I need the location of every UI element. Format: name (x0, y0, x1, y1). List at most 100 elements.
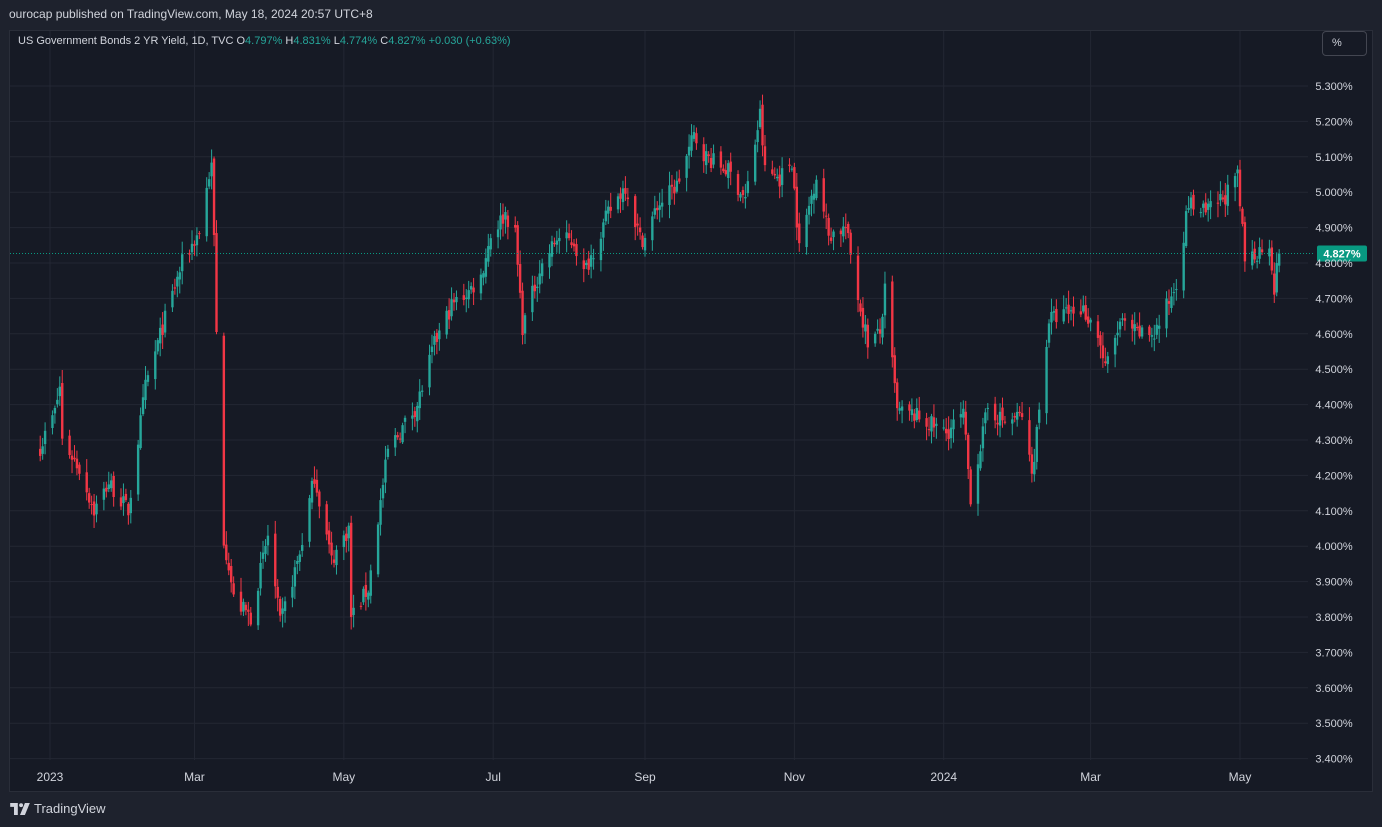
candle-body (420, 390, 424, 392)
candle-body (927, 429, 931, 431)
candle-body (1018, 411, 1021, 414)
candle-body (641, 235, 644, 248)
symbol-legend: US Government Bonds 2 YR Yield, 1D, TVC … (18, 35, 511, 47)
candle-body (847, 223, 850, 234)
brand-name: TradingView (34, 801, 106, 816)
y-tick-label: 4.000% (1315, 541, 1353, 553)
candle-body (1260, 249, 1264, 253)
candle-body (771, 169, 774, 174)
candle-body (484, 258, 488, 277)
candle-body (122, 496, 125, 504)
candle-body (41, 446, 44, 454)
candle-body (599, 238, 603, 261)
candle-body (967, 434, 970, 470)
candle-body (898, 408, 901, 411)
candle-body (1079, 311, 1083, 315)
candle-body (188, 252, 191, 255)
candle-body (1118, 321, 1122, 330)
candle-body (572, 243, 576, 247)
candle-body (553, 242, 556, 245)
candle-body (952, 419, 955, 430)
candle-body (401, 425, 404, 443)
x-tick-label: Mar (184, 770, 205, 784)
candle-body (1275, 263, 1278, 293)
candle-body (658, 205, 661, 210)
candle-body (435, 332, 439, 342)
candle-body (298, 554, 301, 562)
candle-body (516, 225, 519, 265)
candle-body (570, 242, 573, 246)
y-tick-label: 3.700% (1315, 647, 1353, 659)
candle-body (396, 435, 399, 438)
candle-body (1089, 319, 1092, 323)
candle-body (815, 179, 818, 199)
symbol-name: US Government Bonds 2 YR Yield, 1D, TVC (18, 35, 234, 47)
candle-body (1013, 415, 1016, 418)
candle-body (587, 258, 590, 270)
candle-body (212, 158, 216, 236)
candle-body (976, 464, 980, 504)
candle-body (758, 108, 762, 128)
candle-body (856, 255, 860, 301)
candle-body (70, 455, 74, 460)
y-tick-label: 5.000% (1315, 187, 1353, 199)
candle-body (1121, 318, 1124, 320)
candle-body (864, 324, 867, 332)
candle-body (881, 316, 884, 338)
candle-body (727, 163, 730, 179)
candle-body (1209, 201, 1212, 208)
candle-body (85, 472, 88, 493)
x-tick-label: May (1229, 770, 1252, 784)
high-value: 4.831% (293, 35, 331, 47)
open-value: 4.797% (245, 35, 283, 47)
candle-body (239, 591, 243, 612)
candle-body (1165, 298, 1168, 329)
candle-body (1270, 247, 1274, 271)
candle-body (807, 205, 811, 215)
candle-body (575, 244, 578, 257)
candle-body (636, 223, 639, 226)
candle-body (761, 104, 764, 146)
candle-body (824, 215, 828, 217)
candle-body (944, 428, 948, 434)
candle-body (1258, 247, 1261, 259)
candle-body (829, 237, 833, 241)
candle-body (1086, 316, 1090, 324)
candle-body (741, 190, 745, 196)
candle-body (416, 405, 419, 422)
candle-body (178, 272, 181, 280)
candle-body (1045, 346, 1048, 414)
candle-body (798, 223, 801, 244)
candle-body (332, 559, 336, 563)
candle-body (893, 355, 896, 384)
candle-body (722, 168, 725, 172)
candle-body (222, 335, 226, 546)
candle-body (144, 379, 147, 401)
candle-body (962, 408, 965, 418)
candle-body (1221, 197, 1225, 200)
candle-body (790, 168, 794, 170)
candle-body (536, 286, 539, 289)
candle-body (58, 386, 61, 397)
close-label: C (380, 35, 389, 47)
candle-body (839, 230, 843, 235)
candle-body (866, 324, 870, 348)
candle-body (430, 346, 434, 353)
candle-body (565, 232, 568, 239)
candle-body (1175, 289, 1178, 291)
candle-body (1035, 426, 1038, 462)
tradingview-brand[interactable]: TradingView (10, 801, 106, 816)
candle-body (78, 464, 81, 474)
candle-body (861, 307, 865, 328)
candle-body (900, 406, 904, 411)
candle-body (318, 491, 321, 507)
candle-body (1069, 310, 1073, 312)
candle-body (844, 227, 847, 229)
y-tick-label: 5.200% (1315, 116, 1353, 128)
candle-body (266, 535, 270, 546)
candle-body (308, 498, 311, 542)
price-unit-button[interactable]: % (1322, 31, 1367, 56)
candle-body (465, 297, 468, 299)
candle-body (61, 383, 64, 439)
